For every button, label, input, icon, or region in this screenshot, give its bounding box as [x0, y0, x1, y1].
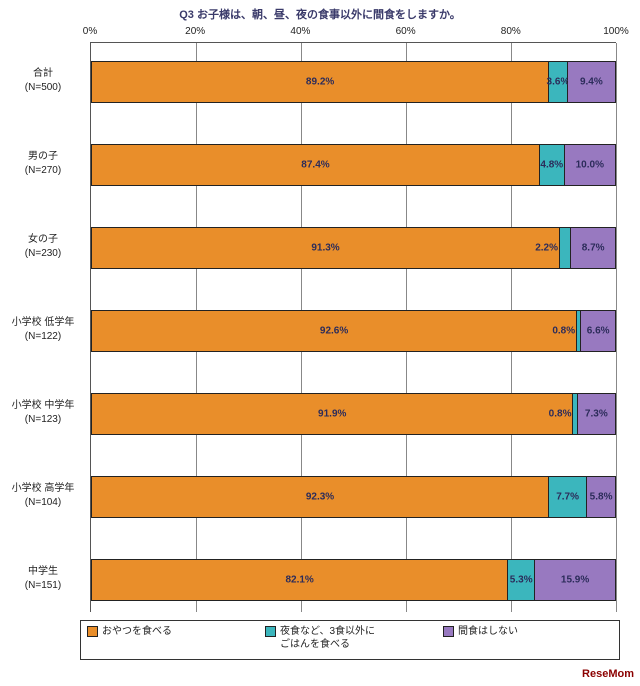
value-label: 7.3% — [585, 409, 608, 420]
bar-stack: 82.1% 5.3% 15.9% — [91, 559, 616, 601]
category-label: 小学校 低学年(N=122) — [0, 316, 86, 344]
plot-area: 89.2% 3.6% 9.4% 87.4% 4.8% 10.0% 91.3% 2.2% 8.7%… — [90, 42, 616, 612]
bar-segment: 3.6% — [549, 61, 567, 103]
bar-stack: 89.2% 3.6% 9.4% — [91, 61, 616, 103]
value-label: 0.8% — [552, 326, 575, 337]
bar-segment: 89.2% — [91, 61, 549, 103]
value-label: 9.4% — [580, 77, 603, 88]
value-label: 15.9% — [561, 575, 589, 586]
legend-label: 夜食など、3食以外に ごはんを食べる — [280, 625, 375, 651]
bar-segment: 87.4% — [91, 144, 540, 186]
bar-row: 82.1% 5.3% 15.9% — [91, 559, 616, 601]
legend-item: 間食はしない — [443, 625, 613, 638]
value-label: 10.0% — [576, 160, 604, 171]
watermark: ReseMom — [582, 668, 634, 680]
bar-segment: 6.6% — [581, 310, 616, 352]
bar-segment: 5.3% — [508, 559, 535, 601]
value-label: 92.6% — [320, 326, 348, 337]
value-label: 91.9% — [318, 409, 346, 420]
value-label: 5.8% — [590, 492, 613, 503]
category-label: 小学校 高学年(N=104) — [0, 482, 86, 510]
legend-label: 間食はしない — [458, 625, 518, 638]
category-label: 小学校 中学年(N=123) — [0, 399, 86, 427]
legend-swatch — [443, 626, 454, 637]
value-label: 6.6% — [587, 326, 610, 337]
bar-segment: 9.4% — [568, 61, 616, 103]
bar-segment: 15.9% — [535, 559, 616, 601]
bar-segment: 92.6% — [91, 310, 577, 352]
bar-segment: 10.0% — [565, 144, 616, 186]
category-label: 合計(N=500) — [0, 67, 86, 95]
value-label: 82.1% — [285, 575, 313, 586]
bar-stack: 91.9% 0.8% 7.3% — [91, 393, 616, 435]
legend-item: 夜食など、3食以外に ごはんを食べる — [265, 625, 435, 651]
bar-segment: 91.9% — [91, 393, 573, 435]
bar-segment: 4.8% — [540, 144, 565, 186]
bar-row: 92.6% 0.8% 6.6% — [91, 310, 616, 352]
legend-item: おやつを食べる — [87, 625, 257, 638]
bar-segment: 92.3% — [91, 476, 549, 518]
value-label: 8.7% — [582, 243, 605, 254]
bar-segment: 7.3% — [578, 393, 616, 435]
bar-row: 87.4% 4.8% 10.0% — [91, 144, 616, 186]
value-label: 4.8% — [540, 160, 563, 171]
value-label: 3.6% — [547, 77, 570, 88]
category-label: 女の子(N=230) — [0, 233, 86, 261]
gridline — [616, 43, 617, 612]
chart-container: Q3 お子様は、朝、昼、夜の食事以外に間食をしますか。 0% 20% 40% 60% 8… — [0, 0, 640, 686]
bar-stack: 87.4% 4.8% 10.0% — [91, 144, 616, 186]
chart-title: Q3 お子様は、朝、昼、夜の食事以外に間食をしますか。 — [0, 6, 640, 22]
value-label: 5.3% — [510, 575, 533, 586]
bar-segment: 2.2% — [560, 227, 571, 269]
bar-row: 89.2% 3.6% 9.4% — [91, 61, 616, 103]
x-tick-label: 0% — [83, 26, 97, 37]
value-label: 92.3% — [306, 492, 334, 503]
bar-segment: 5.8% — [587, 476, 616, 518]
bar-segment: 82.1% — [91, 559, 508, 601]
bar-row: 91.3% 2.2% 8.7% — [91, 227, 616, 269]
x-tick-label: 40% — [290, 26, 310, 37]
category-label: 中学生(N=151) — [0, 565, 86, 593]
bar-segment: 8.7% — [571, 227, 616, 269]
bar-stack: 92.3% 7.7% 5.8% — [91, 476, 616, 518]
legend-label: おやつを食べる — [102, 625, 172, 638]
value-label: 0.8% — [549, 409, 572, 420]
x-tick-label: 60% — [396, 26, 416, 37]
value-label: 2.2% — [535, 243, 558, 254]
legend-swatch — [265, 626, 276, 637]
value-label: 7.7% — [556, 492, 579, 503]
bar-segment: 7.7% — [549, 476, 587, 518]
bar-row: 92.3% 7.7% 5.8% — [91, 476, 616, 518]
category-label: 男の子(N=270) — [0, 150, 86, 178]
x-tick-label: 20% — [185, 26, 205, 37]
x-tick-label: 80% — [501, 26, 521, 37]
bar-stack: 92.6% 0.8% 6.6% — [91, 310, 616, 352]
x-tick-label: 100% — [603, 26, 629, 37]
value-label: 89.2% — [306, 77, 334, 88]
legend: おやつを食べる 夜食など、3食以外に ごはんを食べる 間食はしない — [80, 620, 620, 660]
value-label: 87.4% — [301, 160, 329, 171]
bar-stack: 91.3% 2.2% 8.7% — [91, 227, 616, 269]
legend-swatch — [87, 626, 98, 637]
bar-row: 91.9% 0.8% 7.3% — [91, 393, 616, 435]
value-label: 91.3% — [311, 243, 339, 254]
bar-segment: 91.3% — [91, 227, 560, 269]
